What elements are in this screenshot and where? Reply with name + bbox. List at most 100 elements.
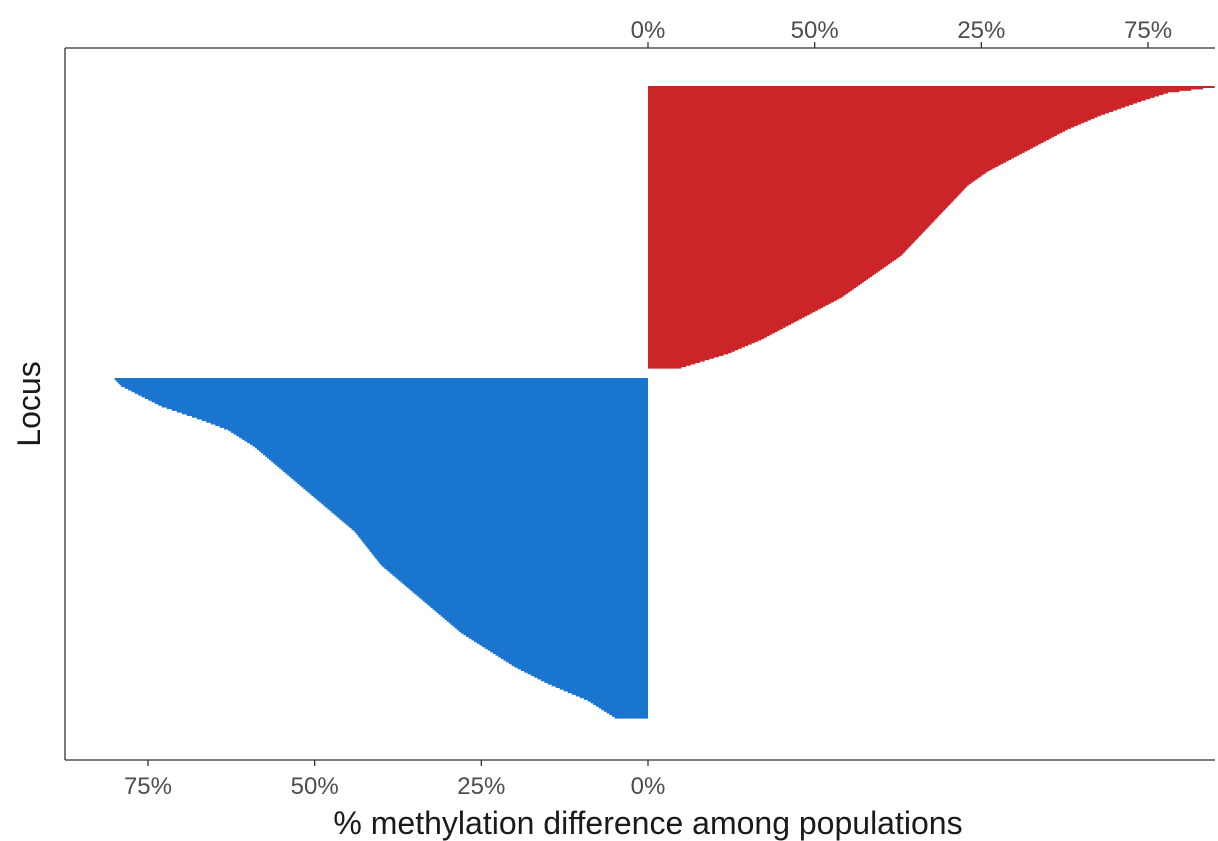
bar-positive (648, 363, 691, 366)
bar-positive (648, 359, 705, 362)
bar-positive (648, 107, 1122, 110)
bar-positive (648, 296, 842, 299)
bar-negative (402, 582, 648, 585)
bar-negative (247, 440, 649, 444)
tick-label: 0% (631, 773, 666, 800)
bar-positive (648, 133, 1057, 136)
bar-positive (648, 336, 765, 339)
bar-negative (527, 672, 648, 675)
bar-positive (648, 174, 982, 177)
negative-bars (114, 378, 649, 719)
bar-positive (648, 339, 759, 342)
bar-negative (224, 427, 649, 430)
bar-negative (587, 699, 648, 702)
bar-negative (289, 474, 649, 478)
bar-negative (392, 573, 648, 576)
bar-positive (648, 204, 949, 207)
bar-negative (492, 651, 648, 654)
bar-negative (452, 624, 649, 627)
bar-negative (359, 536, 648, 539)
bar-negative (484, 646, 648, 649)
bar-negative (424, 600, 648, 603)
bar-negative (263, 452, 648, 456)
bar-positive (648, 211, 943, 214)
bar-negative (305, 488, 649, 491)
bar-negative (490, 650, 648, 653)
bar-negative (171, 408, 649, 411)
bar-positive (648, 241, 914, 244)
bar-positive (648, 300, 834, 303)
bar-negative (295, 480, 649, 483)
bottom-axis-ticks: 75% 50% 25% 0% (124, 760, 665, 800)
bar-negative (482, 644, 648, 648)
bar-positive (648, 88, 1192, 91)
bar-negative (611, 714, 649, 717)
bar-negative (609, 712, 649, 716)
bar-positive (648, 93, 1164, 96)
bar-negative (430, 605, 648, 609)
bar-negative (339, 517, 648, 520)
bar-negative (524, 670, 648, 673)
bar-negative (355, 531, 648, 534)
bar-negative (442, 616, 649, 619)
bar-negative (544, 680, 648, 683)
bar-negative (161, 405, 649, 408)
bar-positive (648, 218, 936, 221)
bar-negative (349, 525, 648, 529)
bar-positive (648, 342, 752, 345)
bar-positive (648, 328, 781, 331)
bar-negative (398, 578, 648, 581)
bar-negative (337, 515, 648, 518)
bar-positive (648, 315, 805, 318)
bar-positive (648, 269, 881, 272)
bar-positive (648, 353, 724, 356)
bar-negative (301, 485, 649, 488)
bar-negative (219, 425, 648, 428)
bar-positive (648, 172, 986, 175)
bar-positive (648, 289, 852, 292)
bar-negative (166, 406, 648, 410)
bar-positive (648, 262, 891, 265)
bar-positive (648, 90, 1180, 93)
bar-negative (283, 469, 649, 473)
bar-positive (648, 335, 767, 338)
bar-positive (648, 304, 826, 307)
bar-negative (579, 695, 648, 699)
bar-positive (648, 321, 794, 324)
bar-positive (648, 155, 1017, 158)
bar-positive (648, 366, 682, 369)
bar-positive (648, 104, 1130, 107)
bar-positive (648, 184, 968, 187)
bar-positive (648, 138, 1049, 141)
bar-negative (335, 514, 648, 517)
bar-negative (440, 614, 648, 617)
bar-positive (648, 176, 980, 179)
bar-negative (363, 541, 648, 544)
bar-positive (648, 146, 1033, 149)
bar-negative (360, 537, 648, 541)
bar-negative (603, 709, 649, 712)
bar-positive (648, 102, 1134, 105)
bar-positive (648, 314, 808, 317)
bar-negative (508, 661, 648, 665)
bar-negative (134, 391, 648, 394)
bar-positive (648, 313, 810, 316)
bar-negative (233, 432, 649, 435)
bar-negative (315, 497, 649, 500)
bar-positive (648, 215, 939, 218)
bar-positive (648, 281, 862, 284)
positive-bars (648, 86, 1215, 369)
bar-negative (400, 580, 648, 583)
bar-negative (471, 638, 649, 641)
bar-positive (648, 97, 1151, 100)
bar-positive (648, 114, 1102, 117)
bar-positive (648, 98, 1146, 101)
bar-negative (456, 627, 649, 631)
bar-positive (648, 109, 1114, 112)
bar-negative (438, 612, 648, 615)
bar-negative (333, 512, 649, 515)
bar-negative (252, 444, 649, 447)
bar-negative (299, 483, 649, 486)
bar-negative (176, 410, 648, 413)
bar-negative (448, 621, 649, 624)
